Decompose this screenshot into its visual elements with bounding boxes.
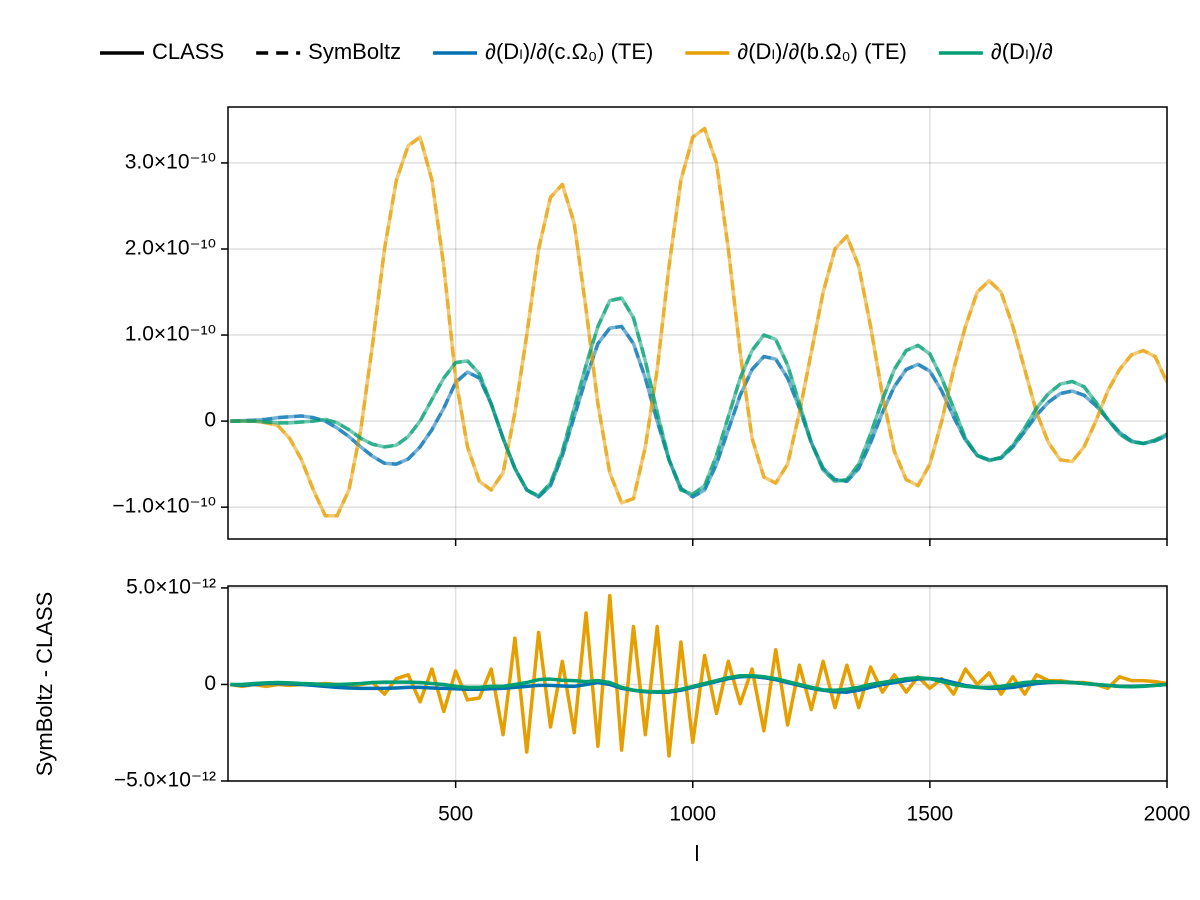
y-tick-label: 1.0×10⁻¹⁰: [125, 323, 216, 346]
y-tick-label: −5.0×10⁻¹²: [114, 769, 216, 792]
x-tick-label: 2000: [1144, 803, 1191, 826]
series-line: [230, 126, 1167, 518]
series-line: [230, 674, 1167, 694]
series-line: [230, 593, 1167, 758]
legend-label: CLASS: [152, 39, 224, 64]
series-line-dashed: [230, 296, 1167, 498]
y-tick-label: 5.0×10⁻¹²: [126, 575, 216, 598]
series-line: [230, 296, 1167, 498]
x-tick-label: 1500: [907, 803, 954, 826]
x-axis-label: l: [695, 841, 700, 866]
y-tick-label: −1.0×10⁻¹⁰: [112, 495, 216, 518]
series-line-dashed: [230, 126, 1167, 518]
legend-label: ∂(Dₗ)/∂(b.Ω₀) (TE): [737, 39, 907, 64]
y-axis-label: SymBoltz - CLASS: [32, 592, 57, 777]
legend-label: SymBoltz: [308, 39, 401, 64]
y-tick-label: 0: [204, 409, 216, 432]
plot-frame: [227, 106, 1168, 540]
y-tick-label: 2.0×10⁻¹⁰: [125, 237, 216, 260]
x-tick-label: 1000: [669, 803, 716, 826]
plot-frame: [227, 585, 1168, 782]
legend-label: ∂(Dₗ)/∂(c.Ω₀) (TE): [485, 39, 653, 64]
y-tick-label: 3.0×10⁻¹⁰: [125, 150, 216, 173]
legend-label: ∂(Dₗ)/∂: [991, 39, 1053, 64]
y-tick-label: 0: [204, 672, 216, 695]
x-tick-label: 500: [438, 803, 473, 826]
